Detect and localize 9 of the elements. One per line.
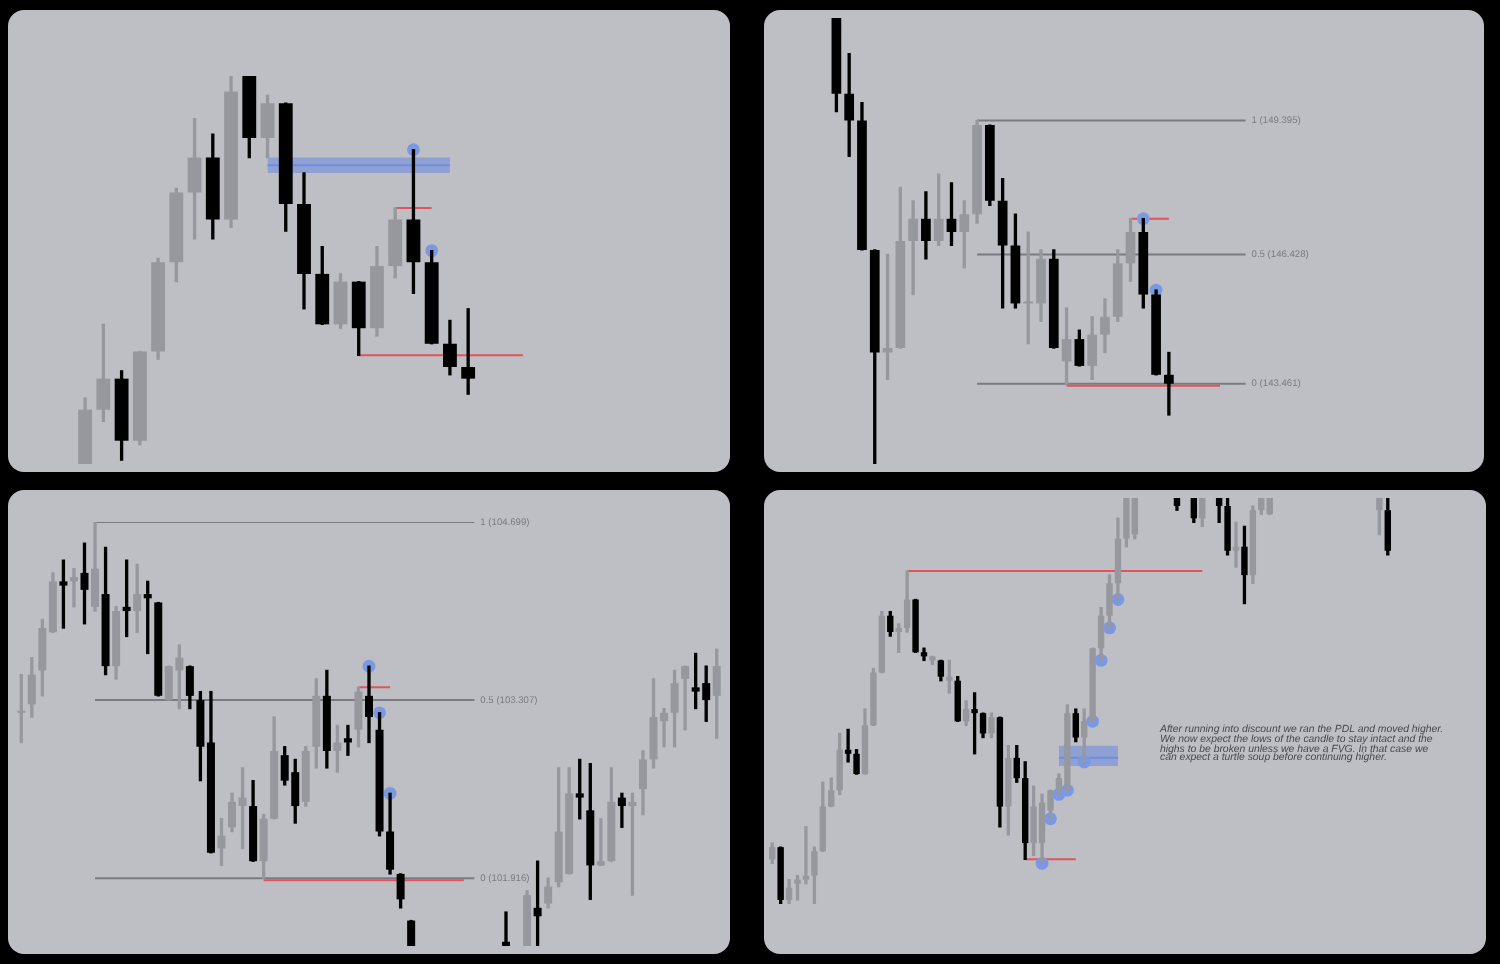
candlestick xyxy=(681,665,690,731)
candlestick xyxy=(802,826,810,885)
candlestick xyxy=(343,724,352,756)
candlestick xyxy=(1232,521,1240,568)
candlestick xyxy=(617,792,626,828)
candlestick xyxy=(69,567,78,608)
candlestick xyxy=(1164,351,1174,416)
candlestick xyxy=(501,911,510,946)
candlestick xyxy=(908,200,918,296)
